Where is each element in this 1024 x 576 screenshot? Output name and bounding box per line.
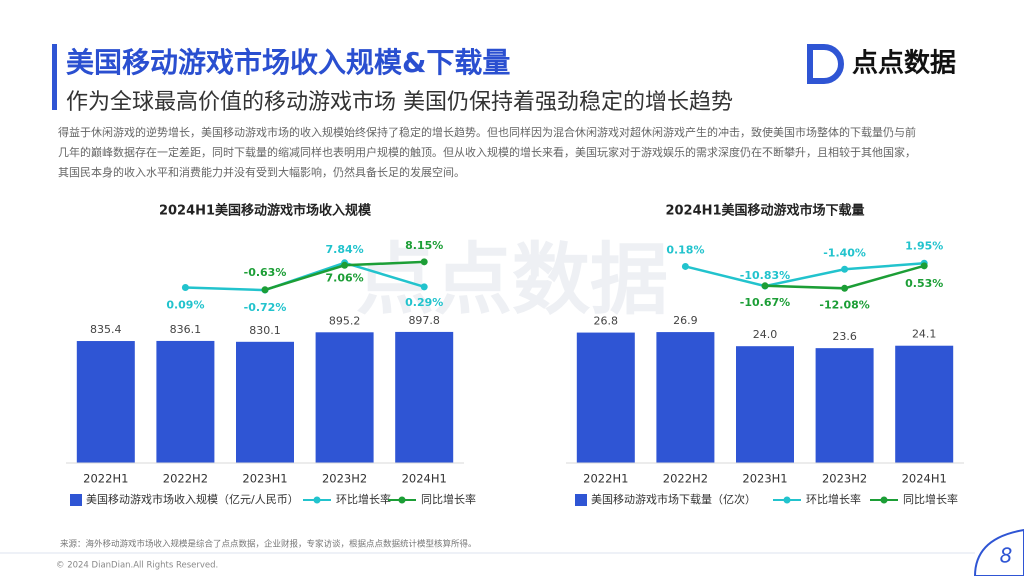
legend-label: 环比增长率	[806, 492, 861, 506]
paragraph-line: 得益于休闲游戏的逆势增长，美国移动游戏市场的收入规模始终保持了稳定的增长趋势。但…	[58, 125, 916, 139]
legend-swatch	[575, 494, 587, 506]
legend-label: 美国移动游戏市场下载量（亿次）	[591, 492, 756, 506]
x-tick-label: 2022H1	[83, 472, 128, 486]
paragraph-line: 其国民本身的收入水平和消费能力并没有受到大幅影响，仍然具备长足的发展空间。	[58, 165, 465, 179]
bar	[315, 332, 374, 463]
bar-label: 26.9	[673, 314, 698, 327]
line-label: -12.08%	[819, 298, 869, 311]
x-tick-label: 2023H1	[742, 472, 787, 486]
line-label: 0.29%	[405, 296, 443, 309]
line-label: -1.40%	[823, 246, 866, 259]
watermark: 点点数据	[356, 235, 668, 325]
bar	[156, 340, 215, 463]
line-label: -0.63%	[244, 266, 287, 279]
bar	[236, 341, 294, 463]
legend-swatch	[70, 494, 82, 506]
title-accent	[52, 44, 57, 110]
line-point	[420, 283, 428, 291]
bar	[815, 348, 874, 463]
logo: 点点数据	[807, 44, 956, 84]
x-tick-label: 2024H1	[402, 472, 447, 486]
bar	[395, 331, 454, 463]
line-label: 7.06%	[326, 271, 364, 284]
line-label: 0.09%	[166, 298, 204, 311]
line-point	[841, 265, 849, 273]
line-label: -0.72%	[244, 301, 287, 314]
line-point	[420, 258, 428, 266]
chart-title: 2024H1美国移动游戏市场收入规模	[159, 203, 372, 219]
footer: © 2024 DianDian.All Rights Reserved.	[56, 561, 218, 571]
bar-label: 835.4	[90, 323, 122, 336]
bar-label: 895.2	[329, 314, 361, 327]
x-tick-label: 2023H2	[822, 472, 867, 486]
legend-dot	[880, 496, 888, 504]
bar-label: 24.0	[753, 328, 778, 341]
line-point	[261, 286, 269, 294]
logo-text: 点点数据	[852, 48, 956, 79]
bar-label: 830.1	[249, 324, 281, 337]
line-label: 7.84%	[326, 243, 364, 256]
x-tick-label: 2024H1	[902, 472, 947, 486]
line-point	[681, 262, 689, 270]
chart-title: 2024H1美国移动游戏市场下载量	[665, 203, 864, 219]
bar-label: 26.8	[594, 315, 619, 328]
legend-label: 同比增长率	[903, 492, 958, 506]
bar-label: 836.1	[170, 323, 202, 336]
x-tick-label: 2023H2	[322, 472, 367, 486]
line	[685, 262, 925, 288]
bar-label: 897.8	[408, 314, 440, 327]
bar	[736, 346, 794, 463]
line-label: -10.67%	[740, 296, 790, 309]
charts: 2024H1美国移动游戏市场收入规模 835.4 836.1 830.1 895.2 89…	[66, 203, 964, 506]
legend-dot	[783, 496, 791, 504]
source-note: 来源：海外移动游戏市场收入规模是综合了点点数据，企业财报，专家访谈，根据点点数据…	[60, 539, 477, 550]
legend-label: 美国移动游戏市场收入规模（亿元/人民币）	[86, 492, 299, 506]
x-tick-label: 2022H2	[663, 472, 708, 486]
paragraph-line: 几年的巅峰数据存在一定差距，同时下载量的缩减同样也表明用户规模的触顶。但从收入规…	[58, 145, 916, 159]
legend-label: 环比增长率	[336, 492, 391, 506]
bar-label: 24.1	[912, 328, 937, 341]
bar	[895, 345, 954, 463]
line-label: 0.53%	[905, 277, 943, 290]
line-point	[920, 262, 928, 270]
line-label: 8.15%	[405, 239, 443, 252]
x-tick-label: 2022H1	[583, 472, 628, 486]
line-point	[761, 282, 769, 290]
line-label: 0.18%	[666, 243, 704, 256]
bar	[656, 332, 715, 463]
legend-dot	[398, 496, 406, 504]
legend-dot	[313, 496, 321, 504]
slide-subtitle: 作为全球最高价值的移动游戏市场 美国仍保持着强劲稳定的增长趋势	[66, 90, 733, 115]
bar	[576, 332, 635, 463]
line-point	[181, 283, 189, 291]
x-tick-label: 2023H1	[242, 472, 287, 486]
bar-label: 23.6	[832, 330, 857, 343]
slide-title: 美国移动游戏市场收入规模&下载量	[66, 46, 510, 79]
x-tick-label: 2022H2	[163, 472, 208, 486]
bar	[76, 341, 135, 463]
line-label: 1.95%	[905, 239, 943, 252]
line-point	[841, 284, 849, 292]
page-number: 8	[1000, 544, 1013, 568]
logo-icon	[807, 44, 844, 84]
legend-label: 同比增长率	[421, 492, 476, 506]
line-label: -10.83%	[740, 269, 790, 282]
line-point	[341, 261, 349, 269]
